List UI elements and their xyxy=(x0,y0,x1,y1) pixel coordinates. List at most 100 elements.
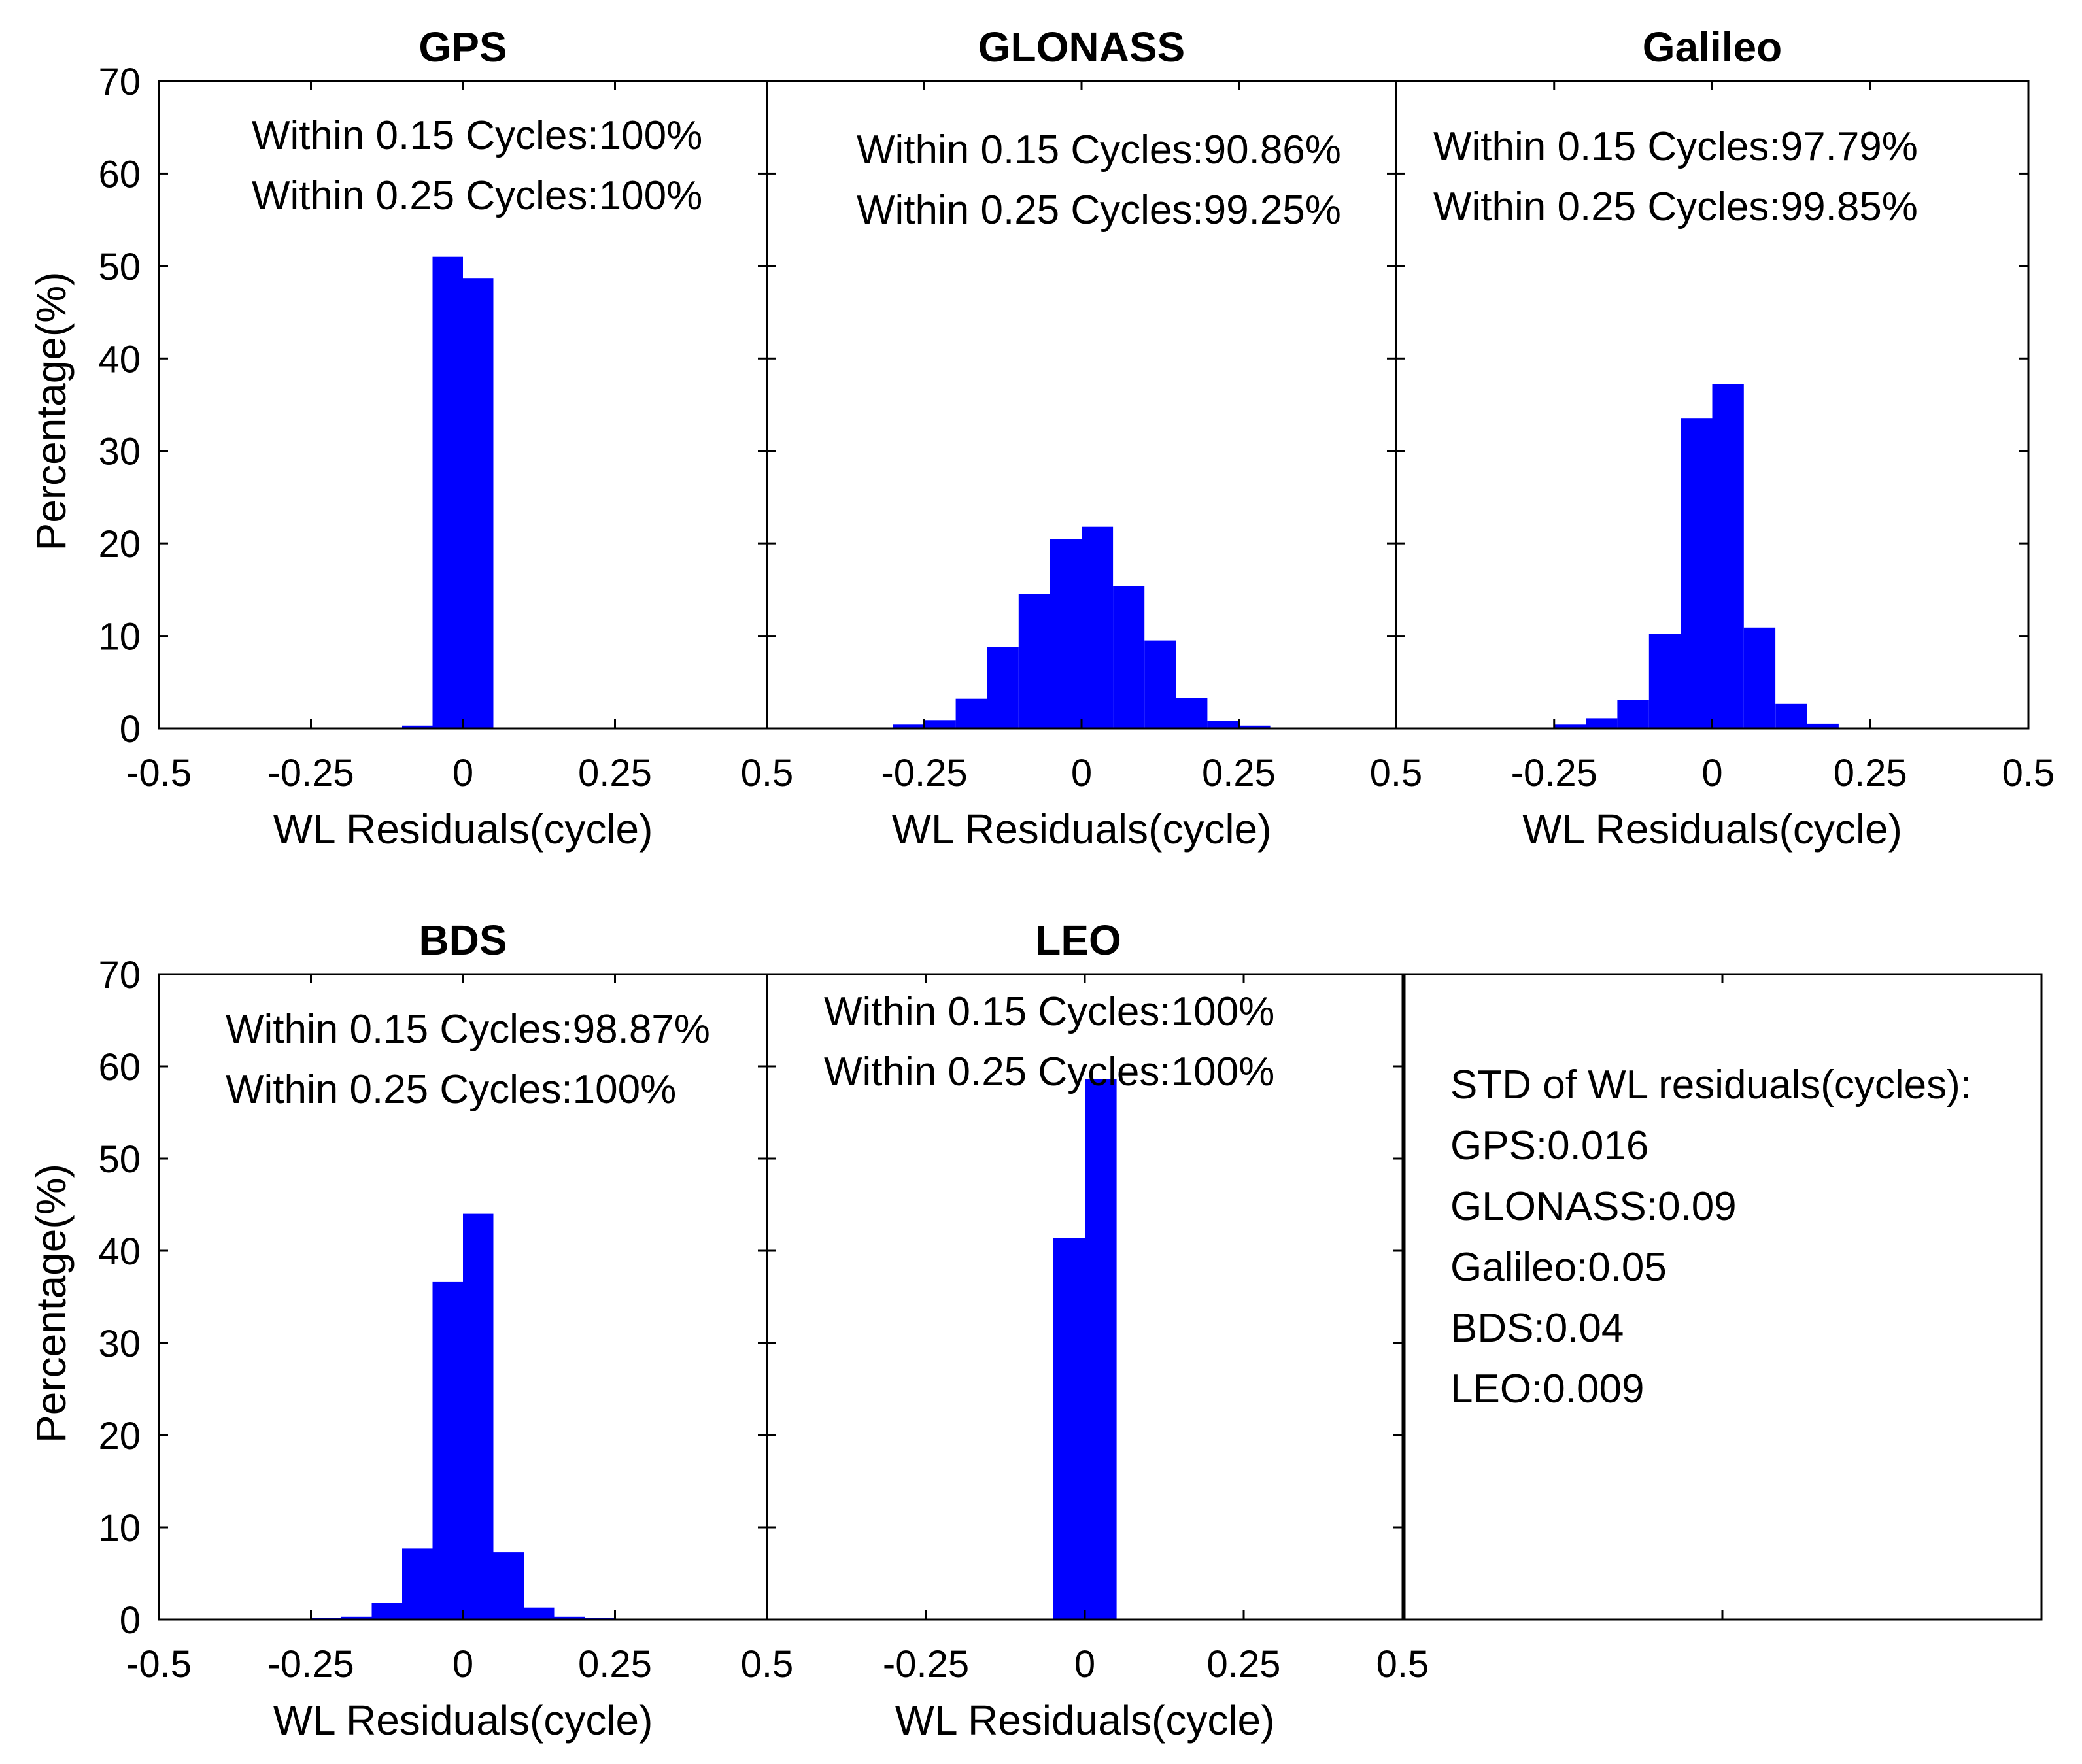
x-tick-label: -0.5 xyxy=(126,752,192,794)
y-tick-label: 70 xyxy=(98,954,141,996)
y-tick-label: 40 xyxy=(98,338,141,381)
histogram-bar xyxy=(893,724,925,728)
within-annotation: Within 0.25 Cycles:99.85% xyxy=(1433,184,1918,229)
histogram-bar xyxy=(371,1603,402,1620)
x-tick-label: 0.25 xyxy=(1834,752,1907,794)
y-tick-label: 60 xyxy=(98,1046,141,1089)
histogram-bar xyxy=(1775,703,1807,728)
within-annotation: Within 0.25 Cycles:100% xyxy=(824,1049,1274,1094)
y-tick-label: 50 xyxy=(98,246,141,288)
histogram-bar xyxy=(1085,1079,1117,1620)
y-axis-label: Percentage(%) xyxy=(27,272,75,551)
y-tick-label: 20 xyxy=(98,1415,141,1457)
within-annotation: Within 0.15 Cycles:100% xyxy=(252,113,702,158)
x-tick-label: -0.5 xyxy=(126,1643,192,1686)
y-tick-label: 20 xyxy=(98,523,141,566)
y-tick-label: 30 xyxy=(98,1323,141,1365)
histogram-bar xyxy=(1238,725,1271,728)
x-tick-label: -0.25 xyxy=(267,752,354,794)
histogram-bar xyxy=(1053,1238,1085,1620)
x-tick-label: -0.25 xyxy=(881,752,967,794)
histogram-bar xyxy=(1050,539,1082,728)
histogram-bar xyxy=(1554,724,1586,728)
histogram-bar xyxy=(1617,700,1649,728)
x-tick-label: 0 xyxy=(452,1643,473,1686)
panel-gps: -0.5 -0.25 0 0.25 0.5 0 10 20 30 40 50 60 70 GPS WL Re… xyxy=(27,24,793,853)
histogram-bar xyxy=(1144,640,1176,728)
y-tick-label: 50 xyxy=(98,1138,141,1181)
x-axis-label: WL Residuals(cycle) xyxy=(273,1697,653,1744)
panel-glonass: -0.25 0 0.25 0.5 GLONASS WL Residuals(cycle) W… xyxy=(766,24,1423,853)
histogram-bar xyxy=(1681,418,1713,728)
x-axis-label: WL Residuals(cycle) xyxy=(895,1697,1275,1744)
histogram-bar xyxy=(402,725,433,728)
x-tick-label: 0.25 xyxy=(1202,752,1276,794)
histogram-bar xyxy=(1648,634,1681,728)
histogram-bar xyxy=(1176,698,1208,728)
x-axis-label: WL Residuals(cycle) xyxy=(892,806,1272,853)
histogram-bar xyxy=(1712,384,1744,728)
x-tick-label: 0.25 xyxy=(1207,1643,1281,1686)
histogram-bar xyxy=(524,1607,555,1620)
within-annotation: Within 0.25 Cycles:100% xyxy=(226,1067,676,1112)
x-tick-label: 0 xyxy=(1074,1643,1095,1686)
std-line-gps: GPS:0.016 xyxy=(1450,1123,1648,1168)
std-heading: STD of WL residuals(cycles): xyxy=(1450,1062,1971,1108)
y-tick-label: 0 xyxy=(120,708,141,751)
y-tick-label: 30 xyxy=(98,431,141,473)
histogram-bar xyxy=(1807,723,1839,728)
histogram-bar xyxy=(1113,586,1145,728)
panel-title: Galileo xyxy=(1643,24,1782,71)
x-tick-label: -0.25 xyxy=(883,1643,969,1686)
x-tick-label: 0 xyxy=(452,752,473,794)
panel-bds: -0.5 -0.25 0 0.25 0.5 0 10 20 30 40 50 60 70 BDS WL Re… xyxy=(27,917,793,1744)
x-axis-label: WL Residuals(cycle) xyxy=(273,806,653,853)
x-tick-label: 0 xyxy=(1071,752,1092,794)
panel-title: LEO xyxy=(1035,917,1121,964)
std-line-galileo: Galileo:0.05 xyxy=(1450,1245,1667,1290)
histogram-bar xyxy=(554,1616,585,1620)
y-tick-label: 10 xyxy=(98,1507,141,1550)
y-tick-label: 10 xyxy=(98,616,141,658)
y-tick-label: 40 xyxy=(98,1230,141,1273)
x-tick-label: -0.25 xyxy=(1511,752,1597,794)
within-annotation: Within 0.15 Cycles:90.86% xyxy=(857,127,1341,173)
panel-title: BDS xyxy=(418,917,507,964)
histogram-bar xyxy=(341,1616,372,1620)
x-tick-label: 0.25 xyxy=(578,752,652,794)
chart-panels: -0.5 -0.25 0 0.25 0.5 0 10 20 30 40 50 60 70 GPS WL Re… xyxy=(27,24,2055,1744)
std-line-leo: LEO:0.009 xyxy=(1450,1366,1644,1412)
within-annotation: Within 0.25 Cycles:99.25% xyxy=(857,188,1341,233)
histogram-bar xyxy=(402,1548,433,1620)
histogram-bar xyxy=(432,1281,463,1620)
std-summary-box: STD of WL residuals(cycles): GPS:0.016 G… xyxy=(1403,973,2043,1621)
y-tick-label: 70 xyxy=(98,61,141,103)
histogram-bar xyxy=(924,720,956,728)
histogram-bar xyxy=(463,1213,494,1620)
histogram-bar xyxy=(1586,718,1618,728)
x-tick-label: 0.5 xyxy=(1376,1643,1429,1686)
panel-title: GLONASS xyxy=(978,24,1185,71)
y-tick-label: 60 xyxy=(98,153,141,195)
x-tick-label: 0.5 xyxy=(2002,752,2055,794)
x-tick-label: 0.5 xyxy=(741,1643,794,1686)
histogram-bar xyxy=(1018,594,1050,728)
x-tick-label: 0.5 xyxy=(741,752,794,794)
histogram-bar xyxy=(1082,526,1114,728)
panel-leo: -0.25 0 0.25 0.5 LEO WL Residuals(cycle) Withi… xyxy=(766,917,1429,1744)
x-tick-label: 0.5 xyxy=(1370,752,1423,794)
x-axis-label: WL Residuals(cycle) xyxy=(1522,806,1902,853)
histogram-bar xyxy=(955,698,987,728)
x-tick-label: 0.25 xyxy=(578,1643,652,1686)
x-tick-label: -0.25 xyxy=(267,1643,354,1686)
histogram-bar xyxy=(1207,721,1239,728)
within-annotation: Within 0.15 Cycles:98.87% xyxy=(226,1007,710,1052)
panel-title: GPS xyxy=(418,24,507,71)
std-line-glonass: GLONASS:0.09 xyxy=(1450,1184,1737,1229)
histogram-bar xyxy=(1743,627,1776,728)
y-axis-label: Percentage(%) xyxy=(27,1164,75,1443)
histogram-bar xyxy=(493,1552,524,1620)
within-annotation: Within 0.25 Cycles:100% xyxy=(252,173,702,218)
histogram-bar xyxy=(432,256,463,728)
